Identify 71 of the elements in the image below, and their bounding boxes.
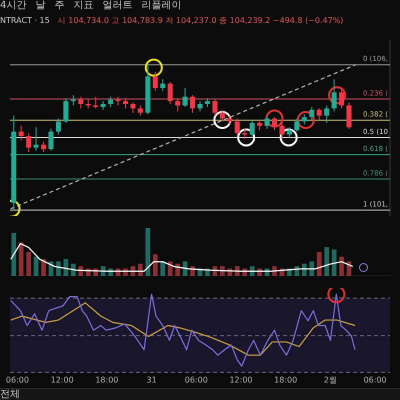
bar <box>48 261 54 276</box>
candlestick <box>302 114 307 125</box>
candlestick <box>48 128 54 152</box>
candlestick <box>346 102 352 130</box>
bar <box>332 249 336 276</box>
candlestick <box>198 100 202 112</box>
candlestick <box>26 132 32 152</box>
text: 4시간 <box>0 0 26 12</box>
candlestick <box>272 116 278 131</box>
text: 주 <box>54 0 64 12</box>
text: 날 <box>35 0 46 12</box>
candlestick <box>264 115 270 130</box>
candlestick <box>160 78 166 92</box>
x-tick-label: 06:00 <box>6 375 29 384</box>
candlestick <box>152 72 158 92</box>
text: NTRACT · 15 <box>0 15 50 27</box>
candlestick <box>234 118 240 136</box>
text: 얼러트 <box>102 0 132 12</box>
x-tick-label: 18:00 <box>95 375 118 384</box>
candlestick <box>279 122 284 140</box>
candlestick <box>78 96 84 109</box>
candlestick <box>316 108 322 120</box>
candlestick <box>70 94 76 106</box>
x-tick-label: 18:00 <box>274 375 298 384</box>
candlestick <box>56 118 61 136</box>
candlestick <box>190 94 196 114</box>
candlestick <box>18 125 24 141</box>
candlestick <box>122 98 128 109</box>
x-tick-label: 12:00 <box>50 375 74 384</box>
bar <box>339 256 344 276</box>
x-tick-label: 2월 <box>324 375 337 384</box>
candlestick <box>168 82 173 104</box>
text: 전체 <box>0 389 20 400</box>
candlestick <box>63 98 68 124</box>
bar <box>41 259 46 276</box>
candlestick <box>242 128 248 140</box>
bar <box>152 254 158 276</box>
bar <box>316 252 322 276</box>
text: 지표 <box>73 0 94 12</box>
x-tick-label: 06:00 <box>184 375 208 384</box>
candlestick <box>339 88 344 109</box>
candlestick <box>286 126 292 138</box>
x-tick-label: 06:00 <box>364 375 387 384</box>
bar <box>146 228 150 276</box>
bar <box>64 259 68 276</box>
text: 리플레이 <box>141 0 182 12</box>
candlestick <box>309 106 314 120</box>
bar <box>346 261 352 276</box>
candlestick <box>182 88 188 108</box>
candlestick <box>324 104 330 124</box>
candlestick <box>130 102 136 114</box>
x-tick-label: 31 <box>146 375 157 384</box>
candlestick <box>34 126 39 152</box>
bar <box>34 256 38 276</box>
bar <box>324 247 329 276</box>
candlestick <box>212 99 218 116</box>
candlestick <box>250 120 255 138</box>
x-tick-label: 12:00 <box>229 375 253 384</box>
bar <box>18 242 24 276</box>
candlestick <box>138 104 143 116</box>
bar <box>11 232 16 276</box>
candlestick <box>93 96 98 109</box>
candlestick <box>257 120 262 131</box>
candlestick <box>175 98 180 112</box>
candlestick <box>332 78 337 112</box>
candlestick <box>220 109 225 122</box>
text: 시 104,734.0 고 104,783.9 저 104,237.0 종 104,239.2 −494.8 (−0.47%) <box>58 15 344 27</box>
candlestick <box>294 118 300 132</box>
bar <box>26 252 31 276</box>
candlestick <box>108 96 114 108</box>
candlestick <box>41 141 46 152</box>
